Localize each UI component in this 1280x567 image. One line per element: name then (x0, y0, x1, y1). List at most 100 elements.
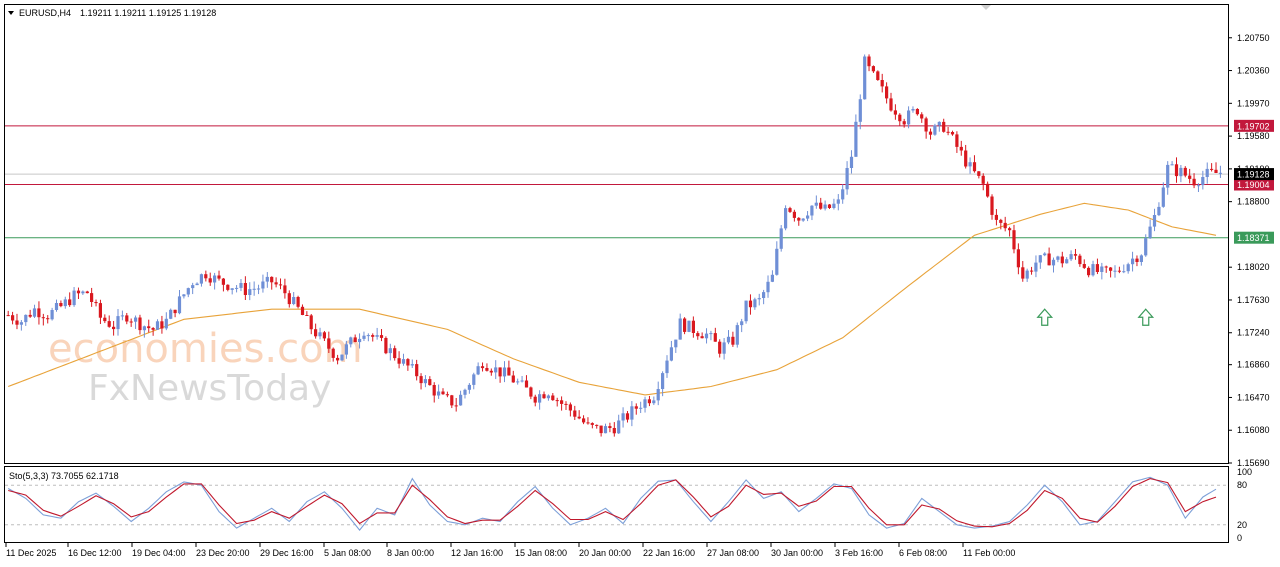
candle-body (1025, 270, 1029, 279)
candle-body (546, 395, 550, 399)
scroll-marker-icon[interactable] (981, 5, 991, 10)
candle-body (366, 335, 370, 337)
candle-body (1166, 164, 1170, 188)
candle-body (814, 202, 818, 206)
candle-body (898, 114, 902, 122)
candle-body (928, 131, 933, 135)
candle-body (437, 391, 441, 396)
x-tick-label: 8 Jan 00:00 (387, 548, 434, 558)
candle-body (643, 399, 647, 408)
candle-body (252, 288, 256, 290)
candle-body (1012, 230, 1016, 250)
candle-body (498, 367, 502, 377)
candle-body (502, 367, 507, 377)
candle-body (590, 423, 594, 425)
candle-body (349, 337, 353, 345)
collapse-triangle-icon[interactable] (8, 11, 14, 15)
candle-body (68, 299, 72, 306)
candle-body (1069, 254, 1073, 260)
x-tick-label: 12 Jan 16:00 (451, 548, 503, 558)
candle-body (72, 290, 76, 306)
candle-body (1131, 258, 1135, 265)
candle-body (1003, 222, 1007, 229)
candle-body (11, 315, 15, 321)
candle-body (625, 413, 630, 420)
x-tick-label: 16 Dec 12:00 (68, 548, 122, 558)
candle-body (845, 168, 849, 190)
candle-body (1051, 259, 1056, 266)
candle-body (300, 306, 305, 315)
candle-body (173, 309, 177, 314)
candle-body (177, 296, 182, 314)
candle-body (766, 281, 770, 293)
candle-body (1030, 270, 1034, 272)
candle-body (524, 380, 529, 388)
candle-body (1126, 264, 1130, 272)
candle-body (401, 359, 406, 364)
candle-body (511, 375, 515, 383)
candle-body (740, 321, 744, 326)
candle-body (1201, 177, 1205, 186)
x-tick-label: 22 Jan 16:00 (643, 548, 695, 558)
candle-body (314, 329, 318, 337)
candle-body (226, 284, 230, 290)
candle-body (155, 321, 160, 330)
candle-body (1161, 187, 1165, 207)
candle-body (700, 336, 704, 339)
chart-ohlc: 1.19211 1.19211 1.19125 1.19128 (80, 8, 216, 18)
x-tick-label: 5 Jan 08:00 (324, 548, 371, 558)
candle-body (164, 318, 168, 329)
candle-body (1056, 256, 1060, 260)
candle-body (213, 275, 217, 283)
y-tick-label: 1.18800 (1237, 197, 1270, 207)
candle-body (129, 321, 133, 323)
candle-body (986, 183, 990, 197)
candle-body (942, 121, 946, 132)
candle-body (652, 400, 656, 404)
candle-body (283, 285, 287, 294)
candle-body (261, 281, 265, 289)
candle-body (112, 326, 116, 330)
candle-body (1174, 164, 1179, 177)
candle-body (397, 358, 401, 364)
candle-body (428, 379, 432, 386)
candle-body (542, 394, 546, 399)
candle-body (911, 109, 915, 111)
candle-body (94, 302, 98, 304)
candle-body (827, 204, 832, 208)
candle-body (696, 333, 700, 337)
candle-body (160, 321, 164, 329)
candle-body (977, 171, 981, 176)
candle-body (120, 315, 124, 317)
candle-body (432, 385, 436, 396)
candle-body (564, 403, 568, 405)
y-tick-label: 1.16080 (1237, 425, 1270, 435)
candle-body (41, 317, 45, 319)
candle-body (775, 248, 779, 275)
candle-body (336, 357, 340, 361)
candle-body (445, 394, 449, 396)
candle-body (665, 360, 669, 374)
stochastic-panel (5, 476, 1228, 531)
candle-body (322, 332, 326, 339)
candle-body (107, 321, 111, 327)
candle-body (1008, 228, 1012, 231)
x-tick-label: 3 Feb 16:00 (835, 548, 883, 558)
candle-body (63, 299, 67, 307)
candle-body (1109, 267, 1113, 271)
candle-body (933, 125, 937, 135)
candle-body (1218, 172, 1222, 174)
y-tick-label: 1.16860 (1237, 360, 1270, 370)
candle-body (915, 109, 919, 115)
candle-body (353, 337, 357, 342)
candle-body (555, 400, 559, 402)
candle-body (270, 276, 274, 283)
candle-body (1078, 255, 1082, 265)
candle-body (59, 303, 63, 307)
candle-body (854, 121, 858, 157)
level-tag-0: 1.19702 (1237, 121, 1270, 131)
y-tick-label: 1.19580 (1237, 131, 1270, 141)
candle-body (1113, 270, 1117, 272)
